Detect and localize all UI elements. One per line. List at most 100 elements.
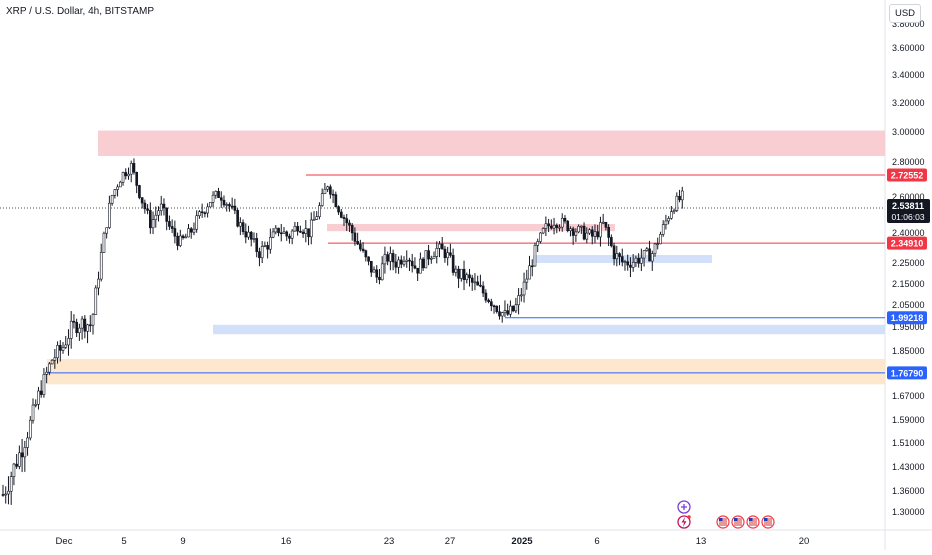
candle-body	[473, 281, 477, 284]
level-label-1.99218: 1.99218	[891, 313, 924, 323]
candle	[563, 215, 567, 224]
candle-body	[334, 194, 338, 207]
candle-body	[470, 277, 474, 283]
candle-body	[353, 232, 357, 242]
candle-body	[173, 228, 177, 237]
candle-body	[80, 318, 84, 329]
candle-body	[601, 221, 605, 224]
candle-body	[419, 258, 422, 274]
candle	[179, 229, 182, 248]
candle	[83, 315, 87, 339]
candle	[394, 254, 398, 274]
candle-body	[149, 210, 152, 229]
candle-body	[337, 206, 340, 213]
candle	[369, 260, 373, 277]
candle-body	[217, 190, 220, 198]
candle-body	[263, 245, 267, 247]
candle-body	[307, 228, 310, 238]
candle	[380, 256, 384, 281]
flag-canton	[764, 518, 768, 521]
x-tick-label: 2025	[511, 536, 533, 547]
candle-body	[481, 285, 485, 294]
currency-selector[interactable]: USD	[889, 4, 921, 23]
candle	[588, 228, 591, 235]
candle-body	[580, 225, 583, 228]
candle-body	[42, 374, 46, 395]
candle	[222, 195, 226, 208]
candle-body	[460, 268, 463, 279]
candle-body	[612, 245, 616, 260]
candle-body	[637, 257, 640, 264]
candle-body	[323, 188, 327, 194]
candle	[37, 386, 40, 410]
candle-body	[86, 324, 89, 332]
candle	[378, 268, 381, 285]
candle	[460, 268, 463, 282]
candle	[571, 226, 575, 245]
candle-body	[290, 230, 294, 239]
candle	[424, 250, 428, 269]
flag-stripe	[719, 524, 727, 526]
candle	[165, 207, 169, 231]
candle	[301, 229, 305, 238]
candle	[345, 213, 349, 232]
candle-body	[569, 228, 572, 231]
candle-body	[500, 312, 504, 317]
candle	[61, 342, 65, 354]
candle	[348, 219, 351, 232]
candle-body	[394, 261, 398, 268]
candle	[176, 232, 179, 251]
candle-body	[678, 195, 681, 201]
candle	[416, 267, 420, 282]
us-flag-icon	[761, 515, 775, 529]
candle-body	[408, 259, 411, 262]
candle-body	[449, 252, 452, 256]
candle	[364, 249, 368, 262]
candle-body	[577, 226, 580, 233]
flag-stripe	[719, 522, 727, 524]
candle	[487, 298, 490, 304]
candle-body	[241, 222, 245, 232]
candle	[367, 256, 370, 266]
flag-stripe	[764, 518, 772, 520]
y-tick-label: 3.60000	[892, 43, 925, 53]
flag-stripe	[764, 524, 772, 526]
candle	[78, 323, 81, 341]
candle	[607, 224, 610, 247]
y-tick-label: 2.25000	[892, 258, 925, 268]
candle	[241, 219, 245, 235]
candle-body	[383, 254, 387, 265]
candle	[419, 252, 422, 274]
candle-body	[135, 172, 139, 186]
candle	[263, 241, 267, 248]
candle	[260, 241, 264, 264]
x-tick-label: 16	[281, 536, 292, 547]
plus-circle-icon	[677, 500, 691, 514]
candle	[498, 305, 501, 320]
candle-body	[88, 324, 92, 327]
candle	[23, 440, 27, 472]
candle	[173, 220, 177, 244]
candle-body	[58, 345, 62, 351]
candle	[258, 247, 261, 267]
candle-body	[266, 245, 269, 250]
symbol-title: XRP / U.S. Dollar, 4h, BITSTAMP	[6, 6, 155, 17]
candle	[479, 274, 482, 288]
x-tick-label: 9	[180, 536, 185, 547]
candle-body	[236, 210, 239, 227]
candle-body	[484, 292, 488, 301]
candle-body	[301, 231, 305, 234]
flag-stripe	[719, 520, 727, 522]
candle	[28, 416, 32, 441]
candle	[675, 192, 679, 213]
candle	[359, 239, 362, 252]
candle	[645, 246, 649, 252]
flag-canton	[719, 518, 723, 521]
candle	[39, 380, 43, 398]
candle-body	[15, 463, 18, 467]
candle-body	[233, 205, 237, 211]
candle	[200, 203, 204, 218]
candle	[653, 242, 657, 257]
zone-supply-1	[327, 224, 615, 232]
